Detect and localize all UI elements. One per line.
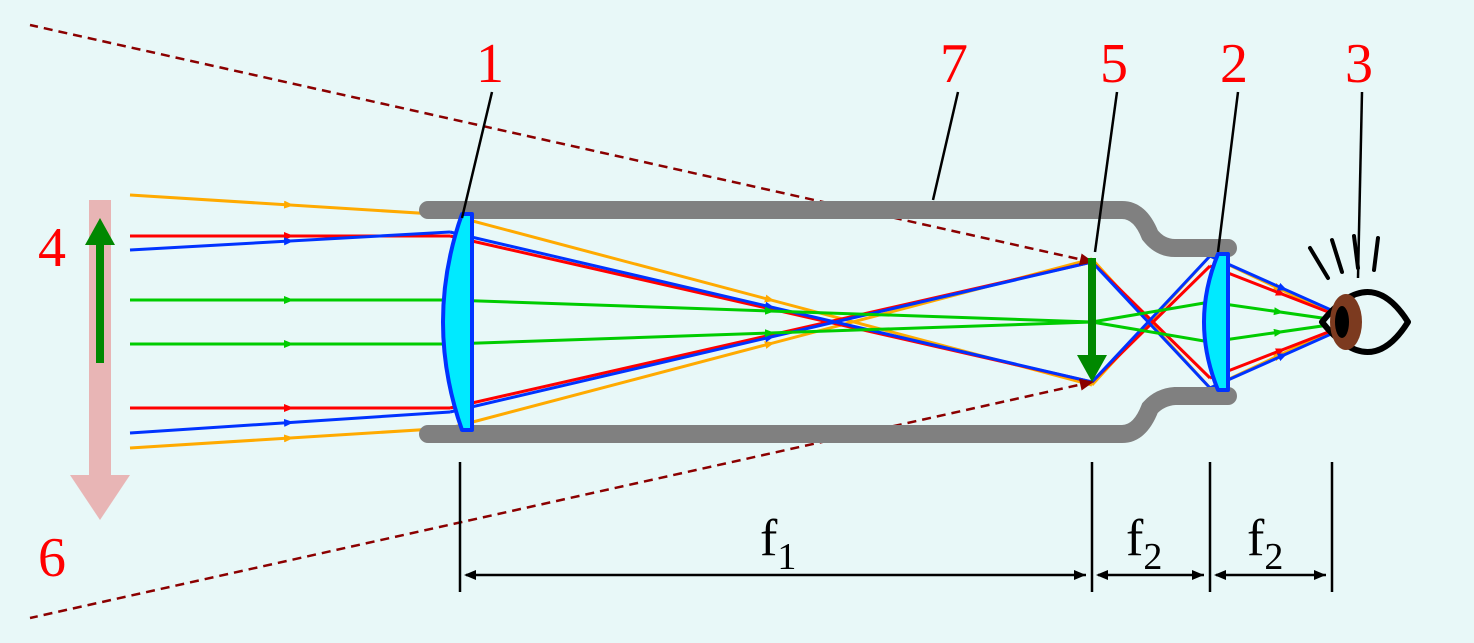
label-2: 2: [1220, 33, 1248, 95]
f2b-sub: 2: [1264, 536, 1283, 578]
f2a-label: f: [1126, 510, 1144, 567]
f1-sub: 1: [777, 536, 796, 578]
label-5: 5: [1100, 33, 1128, 95]
telescope-ray-diagram: 1 7 5 2 3 4 6 f1 f2 f2: [0, 0, 1474, 643]
label-6: 6: [38, 527, 66, 589]
f2b-label: f: [1247, 510, 1265, 567]
label-1: 1: [476, 33, 504, 95]
f1-label: f: [760, 510, 778, 567]
label-4: 4: [38, 217, 66, 279]
f2a-sub: 2: [1143, 536, 1162, 578]
label-3: 3: [1345, 33, 1373, 95]
label-7: 7: [940, 33, 968, 95]
